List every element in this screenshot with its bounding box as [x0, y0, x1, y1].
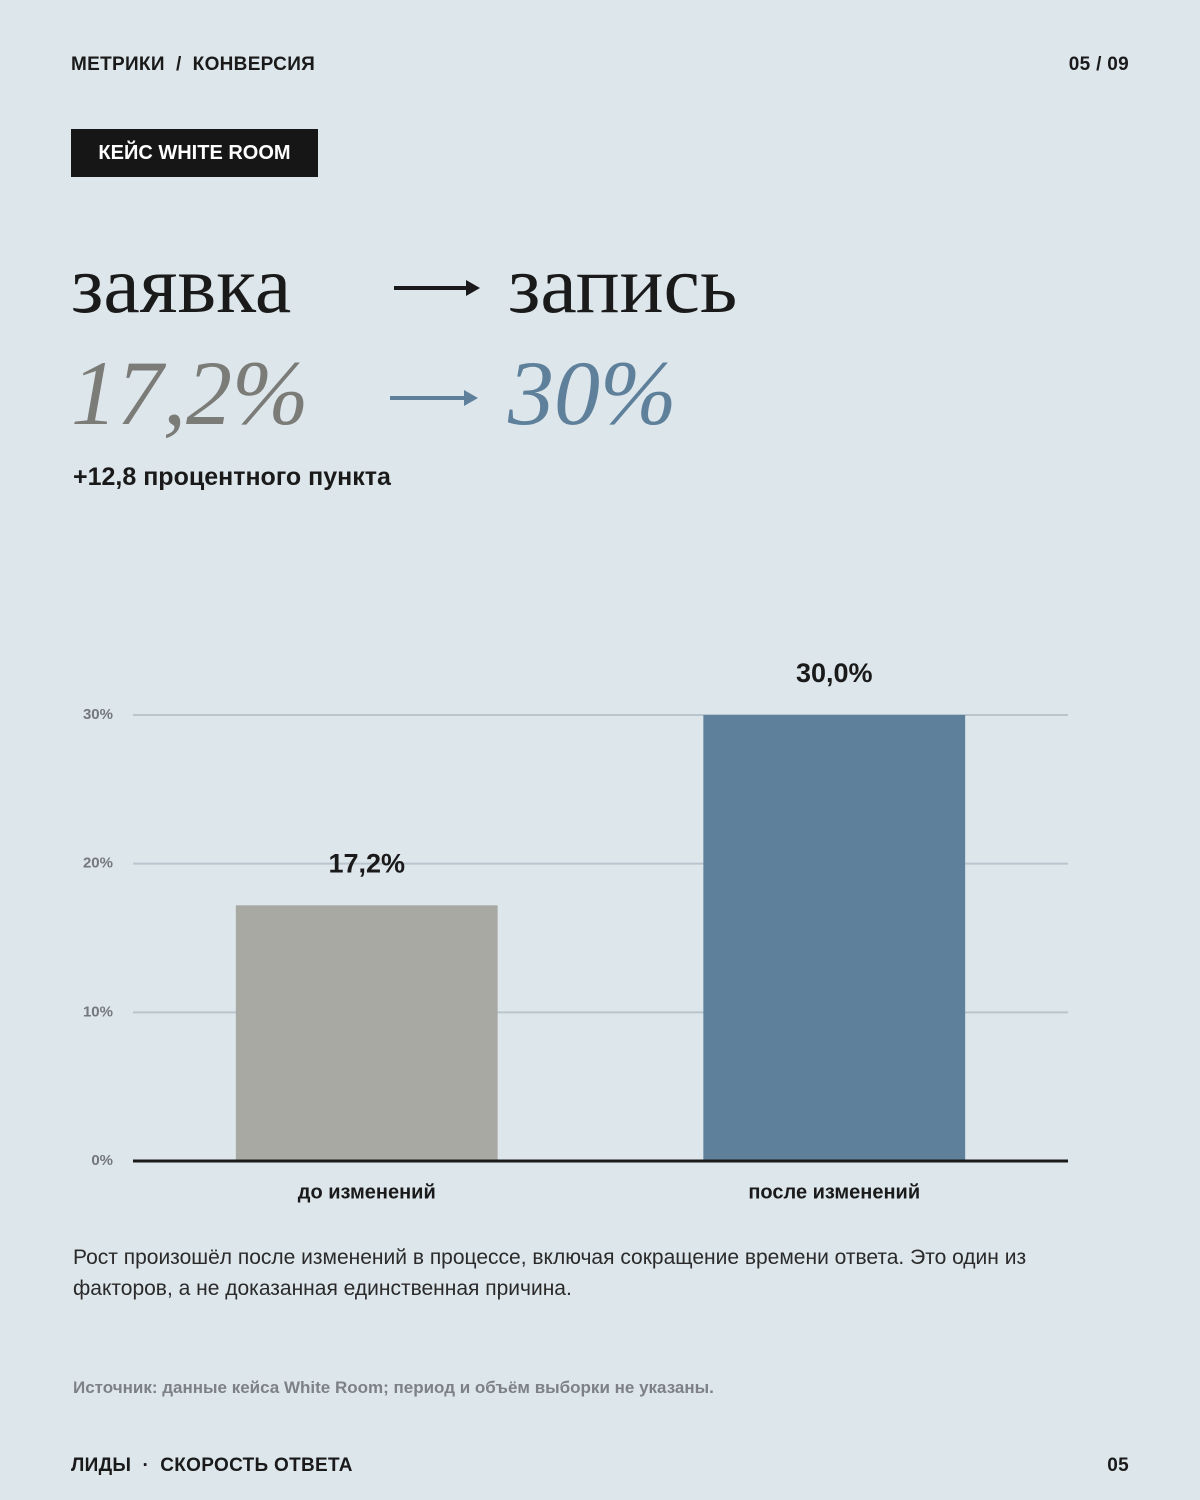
- headline-from: заявка: [71, 239, 292, 330]
- value-label: 30,0%: [796, 658, 873, 688]
- arrows: [390, 280, 480, 406]
- delta: +12,8 процентного пункта: [73, 463, 391, 491]
- breadcrumb: МЕТРИКИ / КОНВЕРСИЯ: [71, 54, 316, 75]
- headline-to: запись: [508, 239, 738, 330]
- arrow-head: [464, 390, 478, 406]
- arrow-head: [466, 280, 480, 296]
- source: Источник: данные кейса White Room; перио…: [73, 1378, 714, 1397]
- bar: [235, 905, 498, 1161]
- y-tick-label: 10%: [83, 1003, 113, 1020]
- y-tick-label: 20%: [83, 855, 113, 872]
- y-tick-label: 30%: [83, 706, 113, 723]
- badge: КЕЙС WHITE ROOM: [71, 129, 318, 177]
- x-tick-label: после изменений: [748, 1181, 920, 1203]
- note: Рост произошёл после изменений в процесс…: [73, 1246, 1027, 1300]
- bar: [703, 715, 966, 1161]
- value-label: 17,2%: [328, 848, 405, 878]
- value-after: 30%: [508, 342, 677, 444]
- chart: 0% 10% 20% 30% до изменений 17,2% после измене…: [83, 658, 1068, 1203]
- footer-section: ЛИДЫ · СКОРОСТЬ ОТВЕТА: [71, 1455, 353, 1476]
- footer-page: 05: [1107, 1455, 1129, 1476]
- y-tick-label: 0%: [91, 1152, 113, 1169]
- value-before: 17,2%: [71, 342, 309, 444]
- x-tick-label: до изменений: [298, 1181, 436, 1203]
- page-counter: 05 / 09: [1068, 54, 1129, 75]
